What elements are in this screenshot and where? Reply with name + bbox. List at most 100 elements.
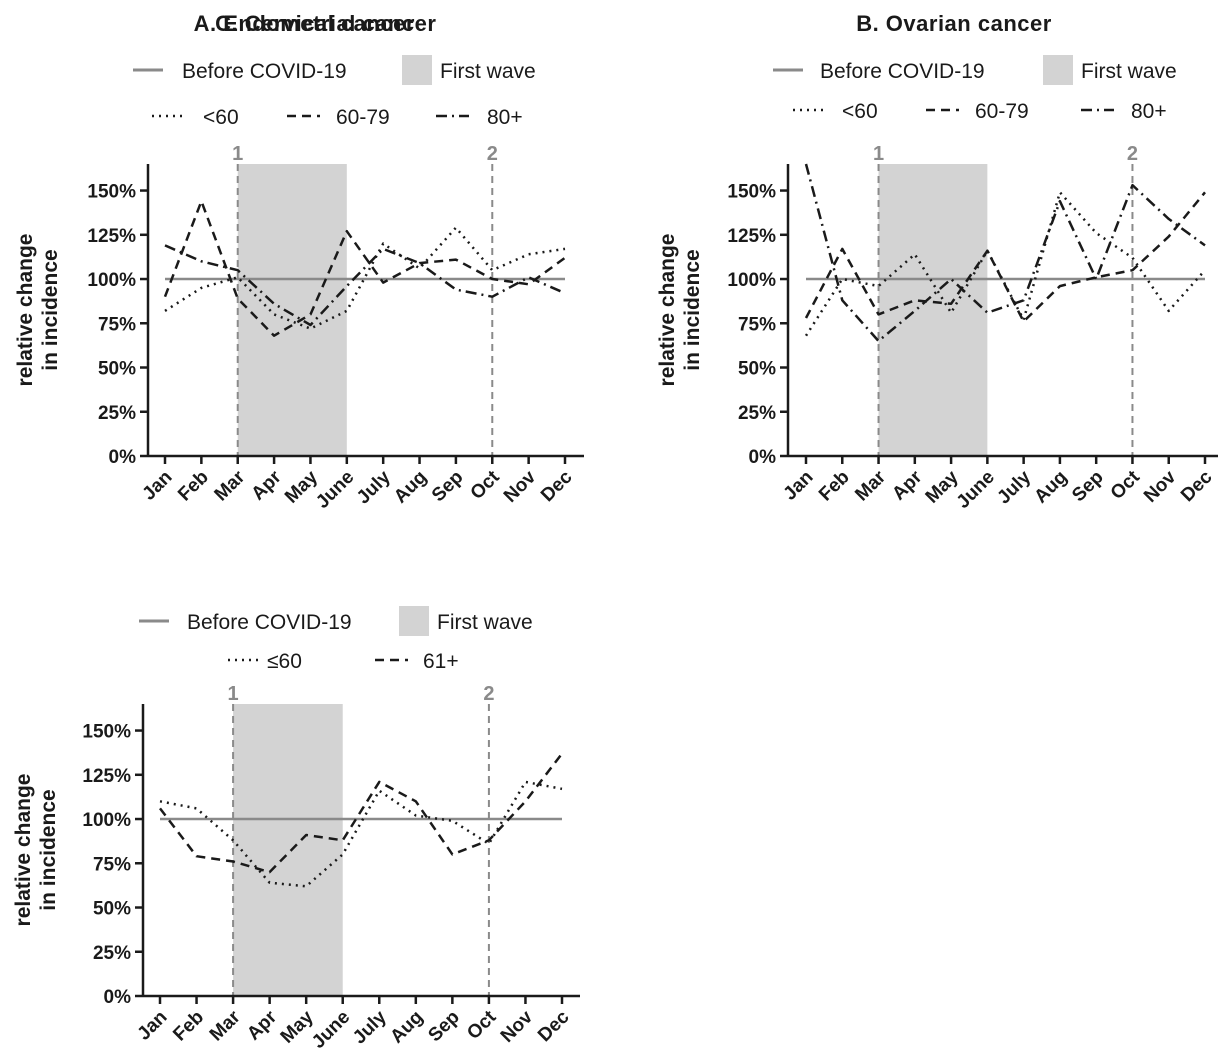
event-marker-label: 1 [232,143,243,165]
y-tick-label: 0% [749,447,777,468]
y-tick-label: 125% [82,766,131,787]
y-tick-label: 50% [738,359,776,380]
series-line-1 [164,226,566,330]
x-tick-label: Apr [243,1006,281,1044]
legend-shaded-label: First wave [1081,60,1177,83]
chart-panel-1: A. Endometrial cancer Before COVID-19 Firs… [14,11,584,513]
y-tick-label: 125% [87,226,136,247]
x-tick-label: Sep [424,1007,463,1046]
x-tick-label: Sep [428,467,467,506]
y-tick-label: 25% [93,943,131,964]
x-tick-label: Feb [815,467,854,506]
x-tick-label: Nov [497,1006,538,1047]
y-tick-label: 125% [727,226,776,247]
x-tick-label: Jan [780,467,818,505]
legend-series-label: 60-79 [336,106,390,129]
legend-reference-label: Before COVID-19 [820,60,985,83]
legend-reference-label: Before COVID-19 [182,60,347,83]
chart-title: B. Ovarian cancer [856,11,1052,36]
x-tick-label: Feb [169,1007,208,1046]
series-line-3 [164,244,566,327]
x-tick-label: Dec [537,466,577,506]
y-axis-label-line: relative change [14,234,37,387]
legend-series-label: ≤60 [267,650,302,673]
event-marker-label: 2 [483,683,494,705]
x-tick-label: Jan [134,1007,172,1045]
x-tick-label: Jan [139,467,177,505]
y-axis-label: relative change in incidence [12,774,60,927]
x-tick-label: June [312,467,358,513]
y-axis-label: relative change in incidence [14,234,62,387]
y-tick-label: 150% [87,182,136,203]
x-tick-label: Apr [248,466,286,504]
series-line-2 [804,191,1206,323]
x-tick-label: Feb [174,467,213,506]
x-tick-label: July [349,1006,391,1048]
y-tick-label: 75% [98,314,136,335]
x-tick-label: Oct [463,1006,501,1044]
chart-title: C. Cervical cancer [215,11,415,36]
y-axis-label-line: relative change [12,774,35,927]
y-axis-label-line: in incidence [37,789,60,910]
x-tick-label: Nov [500,466,541,507]
legend-series-label: <60 [842,100,878,123]
y-tick-label: 100% [82,810,131,831]
legend-shaded-label: First wave [437,611,533,634]
event-marker-label: 2 [487,143,498,165]
x-tick-label: Dec [534,1006,574,1046]
legend-reference-label: Before COVID-19 [187,611,352,634]
series-line-2 [163,199,566,337]
legend-series-label: 60-79 [975,100,1029,123]
first-wave-band [237,164,347,456]
legend-series-label: 61+ [423,650,459,673]
y-axis-label: relative change in incidence [656,234,704,387]
legend-series-label: <60 [203,106,239,129]
y-tick-label: 100% [727,270,776,291]
x-tick-label: Aug [1030,467,1071,508]
series-line-1 [804,191,1206,337]
x-tick-label: Aug [390,467,431,508]
x-tick-label: Oct [1107,466,1145,504]
legend-shaded-swatch [399,606,429,636]
chart-panel-2: B. Ovarian cancer Before COVID-19 First wa… [656,11,1218,513]
legend-shaded-swatch [1043,55,1073,85]
x-tick-label: June [308,1007,354,1053]
y-tick-label: 100% [87,270,136,291]
series-line-2 [159,752,563,874]
x-tick-label: July [993,466,1035,508]
y-tick-label: 0% [109,447,137,468]
event-marker-label: 1 [873,143,884,165]
legend-shaded-label: First wave [440,60,536,83]
y-tick-label: 75% [93,854,131,875]
legend: Before COVID-19 First wave ≤60 61+ [139,606,533,673]
legend-series-label: 80+ [487,106,523,129]
chart-title: A. Endometrial cancer [194,11,437,36]
x-tick-label: June [953,467,999,513]
y-tick-label: 25% [738,403,776,424]
x-tick-label: Nov [1140,466,1181,507]
x-tick-label: Aug [386,1007,427,1048]
x-tick-label: July [353,466,395,508]
y-tick-label: 50% [98,359,136,380]
x-tick-label: Mar [851,466,890,505]
event-marker-label: 1 [228,683,239,705]
series-line-1 [159,780,563,888]
x-tick-label: Sep [1068,467,1107,506]
x-tick-label: Apr [888,466,926,504]
event-marker-label: 2 [1127,143,1138,165]
y-tick-label: 150% [727,182,776,203]
legend-shaded-swatch [402,55,432,85]
x-tick-label: Mar [206,1006,245,1045]
y-tick-label: 50% [93,899,131,920]
first-wave-band [878,164,988,456]
y-axis-label-line: in incidence [39,249,62,370]
first-wave-band [233,704,343,996]
x-tick-label: Oct [467,466,505,504]
y-tick-label: 75% [738,314,776,335]
y-tick-label: 150% [82,722,131,743]
legend: Before COVID-19 First wave <60 60-79 80+ [773,55,1177,123]
x-tick-label: Dec [1177,466,1217,506]
x-tick-label: Mar [211,466,250,505]
y-axis-label-line: relative change [656,234,679,387]
